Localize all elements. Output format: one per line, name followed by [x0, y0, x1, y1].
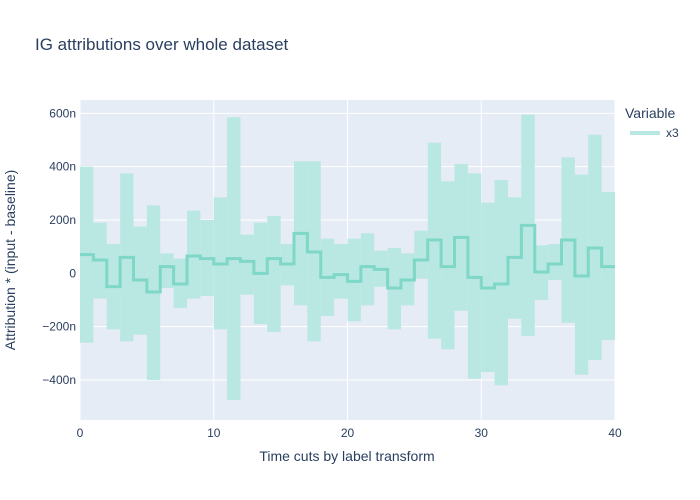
band-segment	[414, 230, 428, 279]
y-tick-label: 600n	[49, 106, 76, 120]
band-segment	[160, 253, 174, 288]
band-segment	[334, 244, 348, 299]
legend: Variable x3	[625, 105, 679, 140]
band-segment	[267, 216, 281, 332]
chart-title: IG attributions over whole dataset	[35, 35, 289, 54]
x-axis-title: Time cuts by label transform	[259, 448, 434, 464]
x-tick-label: 20	[341, 426, 355, 440]
x-tick-label: 10	[207, 426, 221, 440]
legend-item-x3[interactable]: x3	[630, 126, 679, 140]
y-axis-ticks: −400n −200n 0 200n 400n 600n	[42, 106, 76, 387]
y-tick-label: −400n	[42, 373, 76, 387]
x-axis-ticks: 0 10 20 30 40	[77, 426, 622, 440]
band-segment	[548, 244, 562, 280]
band-segment	[360, 233, 375, 306]
legend-label: x3	[666, 126, 679, 140]
y-tick-label: −200n	[42, 320, 76, 334]
legend-title: Variable	[625, 105, 676, 121]
line-layer	[80, 223, 615, 294]
x-tick-label: 40	[608, 426, 622, 440]
y-tick-label: 0	[69, 266, 76, 280]
y-axis-title: Attribution * (input - baseline)	[2, 170, 18, 351]
x-tick-label: 30	[475, 426, 489, 440]
band-segment	[240, 234, 254, 295]
series-line-x3	[80, 223, 615, 294]
x-tick-label: 0	[77, 426, 84, 440]
y-tick-label: 400n	[49, 160, 76, 174]
y-tick-label: 200n	[49, 213, 76, 227]
